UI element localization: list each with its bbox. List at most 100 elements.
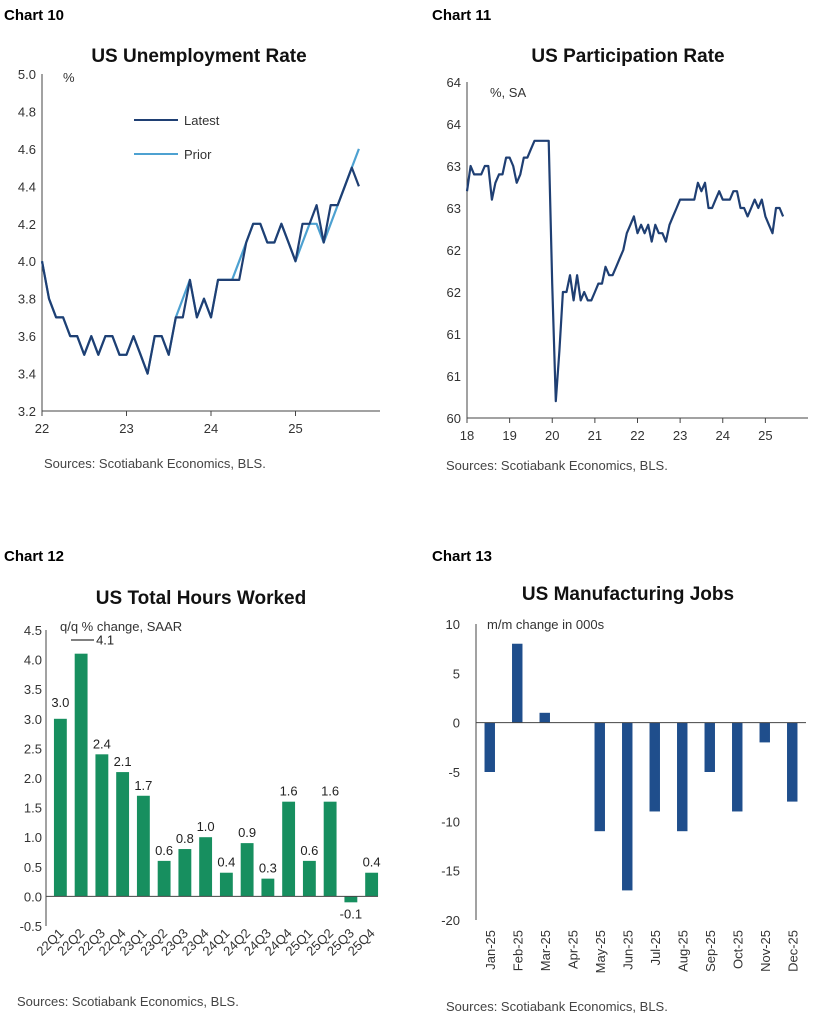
x-tick-label: Feb-25 [510,930,525,971]
data-label: 1.7 [134,778,152,793]
y-tick-label: 4.8 [18,104,36,119]
y-tick-label: 61 [447,327,461,342]
y-axis-ticks: 4.5 4.0 3.5 3.0 2.5 2.0 1.5 1.0 0.5 0.0 -0.5 [20,623,42,934]
x-tick-label: Dec-25 [785,930,800,972]
chart-label: Chart 11 [432,7,491,24]
chart-title: US Total Hours Worked [96,588,306,609]
y-tick-label: -0.5 [20,919,42,934]
bar [539,712,550,723]
x-tick-label: May-25 [593,930,608,973]
x-tick-label: 25 [288,421,302,436]
x-tick-label: 20 [545,428,559,443]
y-tick-label: 2.0 [24,771,42,786]
bar [302,860,316,897]
data-label: 4.1 [96,633,114,648]
bar [178,849,192,897]
x-tick-label: 23 [673,428,687,443]
bar [594,722,605,832]
x-tick-label: 24 [716,428,730,443]
data-label: 3.0 [51,695,69,710]
bar [136,795,150,897]
data-label: 0.4 [217,855,235,870]
chart-12-hours-worked: Chart 12 US Total Hours Worked q/q % cha… [4,548,381,1009]
bar [365,872,379,897]
y-tick-label: 4.5 [24,623,42,638]
x-tick-label: 21 [588,428,602,443]
y-tick-label: -10 [441,814,460,829]
bar [323,801,337,897]
unit-label: % [63,70,75,85]
y-tick-label: 5.0 [18,67,36,82]
bar [53,718,67,897]
data-label: 0.3 [259,861,277,876]
bar [240,843,254,897]
y-tick-label: 3.5 [24,682,42,697]
y-tick-label: 4.2 [18,217,36,232]
bar [199,837,213,897]
y-tick-label: 0 [453,716,460,731]
y-tick-label: 0.5 [24,860,42,875]
source-note: Sources: Scotiabank Economics, BLS. [44,456,266,471]
source-note: Sources: Scotiabank Economics, BLS. [446,458,668,473]
bar [95,754,109,897]
y-tick-label: 3.2 [18,404,36,419]
x-tick-label: 23 [119,421,133,436]
x-tick-label: 18 [460,428,474,443]
data-label: 0.6 [300,843,318,858]
data-label: 2.4 [93,736,111,751]
series-lines [40,148,360,375]
y-tick-label: 10 [446,617,460,632]
bar [759,722,770,743]
unit-label: q/q % change, SAAR [60,619,182,634]
source-note: Sources: Scotiabank Economics, BLS. [17,994,239,1009]
chart-11-participation: Chart 11 US Participation Rate %, SA 646… [432,7,808,473]
bar [732,722,743,812]
series-line-latest [40,166,360,375]
y-tick-label: 60 [447,411,461,426]
source-note: Sources: Scotiabank Economics, BLS. [446,999,668,1014]
chart-label: Chart 12 [4,548,64,565]
chart-title: US Manufacturing Jobs [522,584,734,605]
y-tick-label: 2.5 [24,741,42,756]
bar [622,722,633,891]
x-axis-ticks: 22Q122Q222Q322Q423Q123Q223Q323Q424Q124Q2… [33,926,377,959]
x-tick-label: Jul-25 [648,930,663,965]
bar [282,801,296,897]
x-tick-label: 25 [758,428,772,443]
bar [344,896,358,903]
y-tick-label: 3.6 [18,329,36,344]
x-tick-label: Sep-25 [703,930,718,972]
x-axis-ticks: 22 23 24 25 [35,411,303,436]
series-line [465,139,785,403]
y-axis-ticks: 10 5 0 -5 -10 -15 -20 [441,617,460,928]
bar [704,722,715,772]
data-label: 0.9 [238,825,256,840]
y-tick-label: 4.0 [18,254,36,269]
y-tick-label: -15 [441,864,460,879]
bar [677,722,688,832]
y-tick-label: 3.0 [24,712,42,727]
x-tick-label: Aug-25 [675,930,690,972]
y-tick-label: 64 [447,117,461,132]
y-tick-label: 1.0 [24,830,42,845]
bar [512,643,523,723]
y-tick-label: -20 [441,913,460,928]
data-label: -0.1 [340,906,362,921]
chart-title: US Unemployment Rate [91,46,306,67]
chart-10-unemployment: Chart 10 US Unemployment Rate % 5.0 4.8 4.… [4,7,380,471]
bar [219,872,233,897]
data-label: 1.6 [280,784,298,799]
chart-label: Chart 13 [432,548,492,565]
y-axis-ticks: 5.0 4.8 4.6 4.4 4.2 4.0 3.8 3.6 3.4 3.2 [18,67,36,419]
series-lines [465,139,785,403]
data-label: 0.6 [155,843,173,858]
chart-label: Chart 10 [4,7,64,24]
y-tick-label: 61 [447,369,461,384]
y-tick-label: 62 [447,243,461,258]
x-tick-label: 22 [630,428,644,443]
y-tick-label: 63 [447,201,461,216]
data-label: 1.0 [197,819,215,834]
x-tick-label: Oct-25 [730,930,745,969]
unit-label: m/m change in 000s [487,617,605,632]
